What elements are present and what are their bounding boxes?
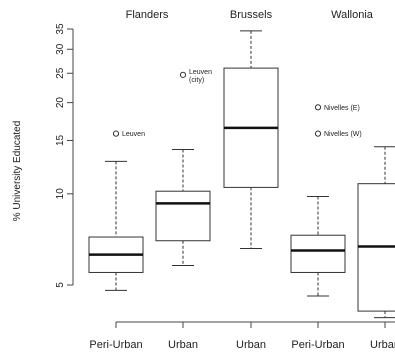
x-category-label: Urban [370,339,395,351]
y-tick-label: 35 [55,23,66,35]
region-label: Flanders [126,9,169,21]
y-tick-label: 20 [55,97,66,109]
y-tick-label: 5 [55,282,66,288]
box-group [357,146,395,319]
x-axis: Peri-Urban Urban Urban Peri-Urban Urban [89,322,395,351]
outlier-label-line: Nivelles (E) [324,105,360,112]
x-category-label: Peri-Urban [291,339,344,351]
x-category-label: Urban [236,339,266,351]
region-labels: Flanders Brussels Wallonia [126,9,374,21]
y-tick-label: 25 [55,67,66,79]
box-group [223,30,279,249]
outlier-point [314,104,322,111]
chart-frame [72,29,395,323]
x-category-label: Peri-Urban [89,339,142,351]
y-tick-label: 15 [55,134,66,146]
outlier-point [179,71,187,78]
box-group: Nivelles (E) Nivelles (W) [290,104,362,297]
outlier-point [314,130,322,137]
outlier-point [112,130,120,137]
outlier-label-line: Leuven [122,131,145,138]
box-iqr [155,190,211,242]
outlier-label: Leuven [122,131,145,138]
region-label: Wallonia [331,9,374,21]
y-tick-label: 10 [55,188,66,200]
box-group: Leuven [88,130,145,291]
outlier-label: Leuven (city) [189,69,212,84]
outlier-label-line: (city) [189,77,204,84]
outlier-label: Nivelles (W) [324,131,362,138]
x-category-label: Urban [168,339,198,351]
y-tick-label: 30 [55,43,66,55]
region-label: Brussels [230,9,273,21]
outlier-label-line: Nivelles (W) [324,131,362,138]
box-group: Leuven (city) [155,69,212,266]
y-axis-label: % University Educated [12,121,23,222]
y-axis: 5 10 15 20 25 30 35 [55,23,73,288]
outlier-label: Nivelles (E) [324,105,360,112]
outlier-label-line: Leuven [189,69,212,76]
box-iqr [290,234,346,273]
